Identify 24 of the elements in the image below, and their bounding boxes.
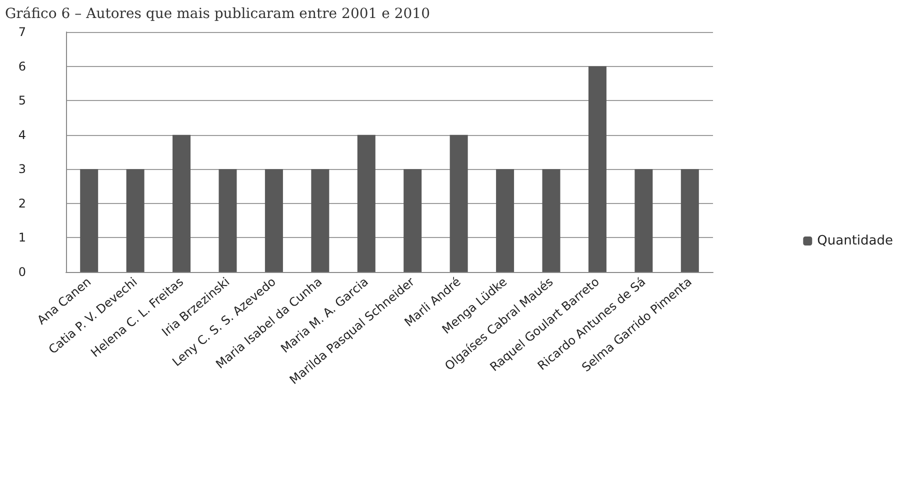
bar (588, 66, 606, 272)
bar (218, 169, 237, 272)
bar (634, 169, 653, 272)
y-tick-label: 4 (18, 128, 26, 142)
y-tick-label: 3 (18, 162, 26, 176)
bar (80, 169, 98, 272)
bar (680, 169, 699, 272)
bar (172, 134, 191, 272)
legend-label: Quantidade (817, 234, 894, 248)
bar (404, 169, 422, 272)
y-tick-label: 7 (18, 25, 26, 39)
bar (126, 169, 144, 272)
y-tick-label: 0 (18, 265, 26, 279)
bar (357, 134, 376, 272)
y-tick-label: 5 (18, 94, 26, 108)
chart-title: Gráfico 6 – Autores que mais publicaram entre 2001 e 2010 (5, 6, 430, 22)
bar (496, 169, 514, 272)
bar (264, 169, 283, 272)
bar (450, 134, 468, 272)
bar (542, 169, 560, 272)
y-tick-label: 1 (18, 230, 26, 245)
y-tick-label: 6 (18, 59, 26, 74)
y-tick-label: 2 (18, 196, 26, 210)
bar (311, 169, 330, 272)
